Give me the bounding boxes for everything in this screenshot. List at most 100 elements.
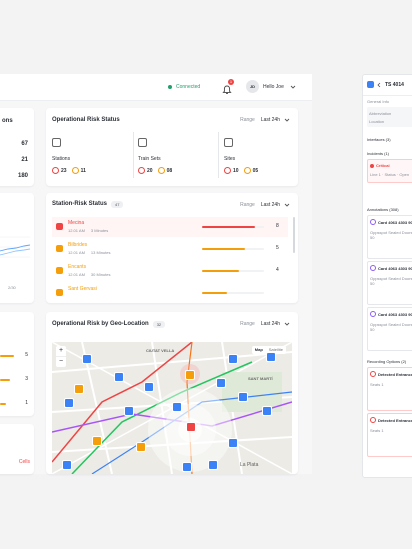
warning-count: 05 [252, 167, 259, 174]
station-count: 8 [276, 223, 279, 229]
map[interactable]: CIUTAT VELLA SANT MARTÍ La Plata Map Sat… [52, 342, 292, 474]
risk-column-label: Stations [52, 156, 71, 162]
station-marker[interactable] [82, 354, 92, 364]
scrollbar[interactable] [293, 217, 295, 253]
zoom-in-button[interactable]: + [58, 347, 64, 354]
notification-button[interactable]: 1 [222, 79, 234, 94]
station-marker[interactable] [136, 442, 146, 452]
station-marker[interactable] [238, 392, 248, 402]
station-marker[interactable] [228, 438, 238, 448]
recording-item[interactable]: Detected Entrance Seats 1 [367, 413, 412, 457]
station-marker[interactable] [208, 460, 218, 470]
chevron-down-icon [284, 118, 290, 122]
row-value: 3 [25, 376, 28, 382]
station-marker[interactable] [266, 352, 276, 362]
critical-icon [224, 167, 231, 174]
status-dot-icon [168, 85, 172, 89]
card-title: Operational Risk by Geo-Location [52, 321, 149, 327]
geo-risk-card: Operational Risk by Geo-Location 32 Rang… [46, 312, 298, 474]
annotation-item[interactable]: Card 4063 4303 9081Oppsspot Sealed Doors… [367, 261, 412, 305]
warning-count: 11 [80, 167, 86, 174]
station-time: 12.01 AM [68, 228, 85, 233]
critical-icon [138, 167, 145, 174]
station-marker[interactable] [182, 462, 192, 472]
alert-icon [370, 163, 374, 168]
station-marker[interactable] [185, 370, 195, 380]
annotation-item[interactable]: Card 4063 4303 9081Oppsspot Sealed Doors… [367, 215, 412, 259]
user-menu[interactable]: JD Hello Joe [246, 80, 296, 93]
trend-chart [0, 236, 30, 258]
zoom-out-button[interactable]: − [56, 356, 66, 367]
station-marker[interactable] [186, 422, 196, 432]
tab-map[interactable]: Map [254, 347, 263, 352]
risk-column[interactable]: Train Sets 20 08 [138, 134, 172, 174]
station-name: Mecina [68, 220, 85, 226]
card-title: Station-Risk Status [52, 201, 108, 207]
station-marker[interactable] [216, 378, 226, 388]
risk-bar-fill [202, 270, 239, 272]
annotation-item[interactable]: Card 4063 4303 9081Oppsspot Sealed Doors… [367, 307, 412, 351]
left-cells-card: Cells [0, 424, 34, 474]
annotation-icon [370, 219, 376, 225]
warning-icon [243, 167, 251, 174]
station-count: 4 [276, 267, 279, 273]
tab-satellite[interactable]: Satellite [268, 347, 283, 352]
station-marker[interactable] [114, 372, 124, 382]
train-icon [367, 81, 374, 88]
range-select[interactable]: Range Last 24h [240, 202, 290, 208]
station-marker[interactable] [124, 406, 134, 416]
count-badge: 32 [152, 321, 166, 328]
station-risk-card: Station-Risk Status 47 Range Last 24h Me… [46, 193, 298, 303]
station-name: Encants [68, 264, 87, 270]
incident-item[interactable]: Critical Line 1 · Status · Open [367, 159, 412, 183]
annotation-icon [370, 265, 376, 271]
left-summary-card: ons 67 21 180 [0, 108, 34, 186]
station-marker[interactable] [64, 398, 74, 408]
station-marker[interactable] [144, 382, 154, 392]
station-row[interactable]: Sant Gervasi [52, 283, 288, 299]
risk-column[interactable]: Sites 10 05 [224, 134, 258, 174]
risk-column[interactable]: Stations 23 11 [52, 134, 86, 174]
range-select[interactable]: Range Last 24h [240, 321, 290, 327]
bell-icon [222, 85, 232, 94]
map-type-tabs: Map Satellite [251, 346, 286, 354]
station-duration: 3 Minutes [90, 228, 109, 233]
station-row[interactable]: Encants 12.01 AM 30 Minutes 4 [52, 261, 288, 281]
station-name: Bilbrides [68, 242, 88, 248]
train-icon [138, 138, 147, 147]
top-bar: Connected 1 JD Hello Joe [0, 74, 312, 101]
summary-value: 180 [17, 173, 28, 179]
risk-bar-fill [202, 292, 227, 294]
row-value: 5 [25, 352, 28, 358]
notification-badge: 1 [228, 79, 234, 85]
chevron-down-icon [290, 85, 296, 89]
range-select[interactable]: Range Last 24h [240, 117, 290, 123]
map-streets [52, 342, 292, 474]
chevron-down-icon [284, 322, 290, 326]
station-name: Sant Gervasi [68, 286, 97, 292]
station-marker[interactable] [262, 406, 272, 416]
risk-bar-fill [202, 248, 245, 250]
user-name: Hello Joe [263, 83, 284, 90]
connection-status: Connected [168, 84, 200, 90]
station-marker[interactable] [74, 384, 84, 394]
station-row[interactable]: Mecina 12.01 AM 3 Minutes 8 [52, 217, 288, 237]
avatar: JD [246, 80, 259, 93]
station-marker[interactable] [172, 402, 182, 412]
zoom-controls: + − [56, 346, 66, 367]
critical-count: 23 [61, 167, 67, 174]
station-row[interactable]: Bilbrides 12.01 AM 13 Minutes 5 [52, 239, 288, 259]
station-marker[interactable] [228, 354, 238, 364]
critical-count: 10 [233, 167, 239, 174]
critical-icon [52, 167, 59, 174]
summary-value: 21 [21, 157, 28, 163]
station-marker[interactable] [92, 436, 102, 446]
station-duration: 30 Minutes [90, 272, 111, 277]
station-marker[interactable] [62, 460, 72, 470]
chevron-left-icon[interactable] [376, 82, 382, 88]
recording-item[interactable]: Detected Entrance Seats 1 [367, 367, 412, 411]
site-icon [224, 138, 233, 147]
risk-bar-fill [202, 226, 255, 228]
count-badge: 47 [111, 201, 124, 208]
left-chart-card: 2/30 [0, 193, 34, 303]
